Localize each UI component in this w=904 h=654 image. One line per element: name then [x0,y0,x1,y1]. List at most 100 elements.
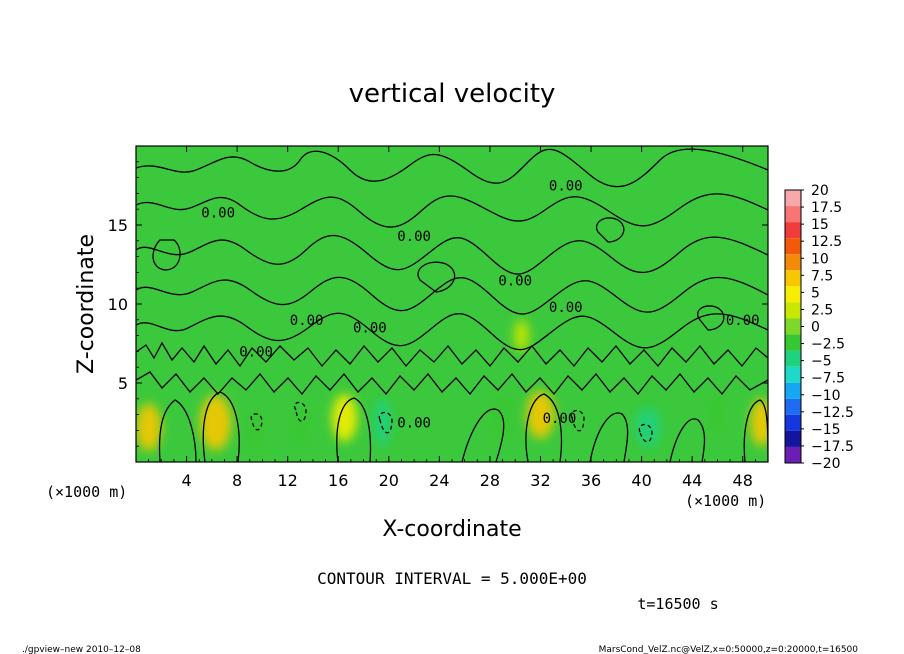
colorbar-band [785,286,801,303]
colorbar [784,189,804,464]
colorbar-level-label: 5 [811,285,820,301]
colorbar-level-label: 2.5 [811,302,833,318]
colorbar-band [785,350,801,367]
colorbar-band [785,190,801,207]
x-tick-label: 40 [631,471,651,490]
colorbar-level-label: 10 [811,251,829,267]
colorbar-level-label: 12.5 [811,234,842,250]
x-tick-label: 20 [379,471,399,490]
contour-label: 0.00 [543,411,577,427]
downdraft-cell [288,407,312,447]
colorbar-level-label: −5 [811,354,832,370]
contour-line [136,312,768,351]
colorbar-band [785,446,801,463]
updraft-cell [136,403,162,451]
colorbar-level-label: −15 [811,422,841,438]
footer-left: ./gpview–new 2010–12–08 [22,645,141,654]
contour-label: 0.00 [549,300,583,316]
contour-line [136,148,768,188]
contour-line [697,305,725,331]
y-tick-label: 15 [108,216,128,235]
footer-right: MarsCond_VelZ.nc@VelZ,x=0:50000,z=0:2000… [599,645,859,654]
x-tick-label: 48 [733,471,753,490]
contour-line [293,401,307,422]
contour-line [152,239,181,271]
contour-label: 0.00 [290,313,324,329]
contour-line [136,341,768,368]
y-tick-label: 5 [118,374,128,393]
colorbar-band [785,302,801,319]
colorbar-level-label: −10 [811,388,841,404]
colorbar-band [785,414,801,431]
contour-line [136,276,768,315]
contour-labels: 0.00 0.00 0.00 0.00 0.00 0.00 0.00 0.00 0.00 0.00… [201,179,759,432]
contour-label: 0.00 [201,205,235,221]
updraft-cell [513,319,530,352]
contour-line [589,412,629,462]
contour-line [136,193,768,228]
contour-label: 0.00 [726,313,760,329]
colorbar-level-label: −7.5 [811,371,845,387]
x-tick-label: 32 [530,471,550,490]
x-tick-label: 28 [480,471,500,490]
y-axis-label: Z-coordinate [74,234,99,374]
contour-line [158,399,197,462]
contour-label: 0.00 [397,416,431,432]
colorbar-band [785,366,801,383]
x-tick-label: 36 [581,471,601,490]
colorbar-level-label: −12.5 [811,405,854,421]
x-tick-label: 44 [682,471,702,490]
time-text: t=16500 s [637,595,718,613]
colorbar-level-label: 7.5 [811,268,833,284]
downdraft-cell [635,407,661,447]
contour-line [136,234,768,275]
contour-line [336,397,372,462]
downdraft-cell [246,410,266,451]
contour-line [525,393,563,462]
x-tick-label: 16 [328,471,348,490]
contour-label: 0.00 [397,229,431,245]
x-tick-label: 4 [181,471,191,490]
contour-label: 0.00 [353,321,387,337]
y-tick-label: 10 [108,295,128,314]
updraft-cell [750,398,768,447]
x-axis-ticks: 4 8 12 16 20 24 28 32 36 40 44 48 [148,146,756,490]
colorbar-level-label: −17.5 [811,439,854,455]
downdraft-cell [373,398,392,447]
colorbar-band [785,398,801,415]
x-unit-label-left: (×1000 m) [46,483,127,501]
field-background [136,146,768,462]
colorbar-band [785,430,801,447]
contour-line [417,261,456,293]
contour-label: 0.00 [549,179,583,195]
colorbar-level-label: 20 [811,183,829,199]
colorbar-level-label: 17.5 [811,200,842,216]
contour-line [136,371,768,396]
colorbar-band [785,334,801,351]
plot-area: 0.00 0.00 0.00 0.00 0.00 0.00 0.00 0.00 0.00 0.00… [135,145,769,463]
x-unit-label-right: (×1000 m) [685,492,766,510]
contour-line [638,423,653,443]
contour-line [378,411,393,434]
colorbar-band [785,238,801,255]
contour-label: 0.00 [498,273,532,289]
x-tick-label: 12 [278,471,298,490]
contour-interval-text: CONTOUR INTERVAL = 5.000E+00 [317,569,587,588]
contour-line [570,409,585,432]
colorbar-band [785,222,801,239]
contour-line [595,217,625,243]
colorbar-band [785,382,801,399]
colorbar-band [785,318,801,335]
colorbar-level-label: 0 [811,320,820,336]
x-tick-label: 24 [429,471,449,490]
colorbar-level-label: −2.5 [811,337,845,353]
colorbar-band [785,206,801,223]
contour-line [669,418,706,462]
contour-line [461,408,505,462]
chart-title: vertical velocity [349,79,556,109]
x-axis-label: X-coordinate [382,517,521,542]
updraft-cell [331,394,358,442]
contour-lines [136,148,768,462]
colorbar-band [785,270,801,287]
